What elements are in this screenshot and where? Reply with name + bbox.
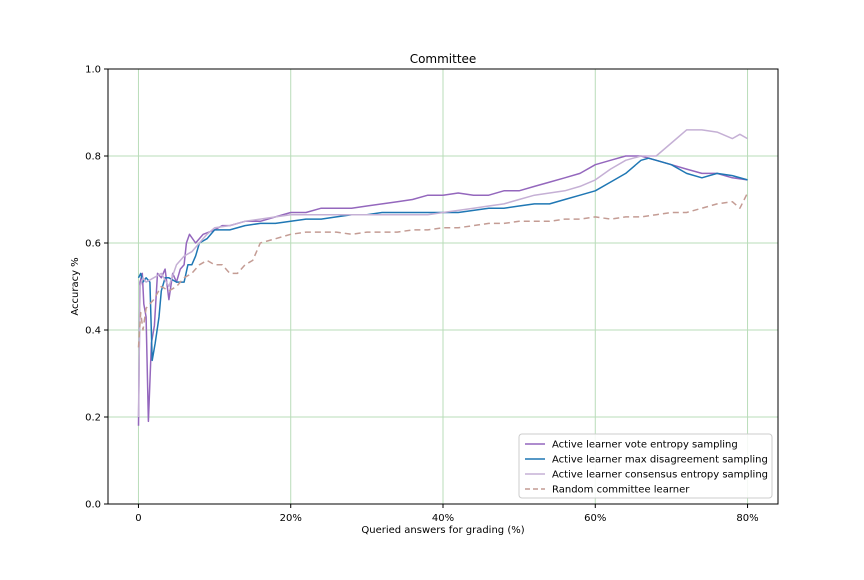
legend-label-3: Random committee learner [552, 485, 690, 496]
series-line-3 [137, 192, 749, 348]
y-tick-label: 1.0 [85, 65, 101, 76]
y-tick-label: 0.4 [85, 326, 101, 337]
y-axis-label: Accuracy % [70, 257, 81, 315]
series-layer [137, 129, 749, 426]
legend: Active learner vote entropy sampling Acti… [518, 433, 773, 499]
y-tick-label: 0.8 [85, 152, 101, 163]
legend-label-0: Active learner vote entropy sampling [552, 440, 738, 451]
x-axis-label: Queried answers for grading (%) [361, 525, 524, 536]
x-tick-label: 80% [736, 513, 758, 524]
y-tick-label: 0.6 [85, 239, 101, 250]
legend-label-1: Active learner max disagreement sampling [552, 455, 768, 466]
y-tick-label: 0.2 [85, 413, 101, 424]
x-tick-label: 40% [432, 513, 454, 524]
legend-label-2: Active learner consensus entropy samplin… [552, 470, 768, 481]
x-tick-label: 0 [135, 513, 141, 524]
ticks: 0 20% 40% 60% 80% 0.0 0.2 0.4 0.6 0.8 1.0 [85, 65, 759, 525]
chart-title: Committee [410, 52, 477, 66]
legend-box [518, 433, 773, 499]
x-tick-label: 60% [584, 513, 606, 524]
y-tick-label: 0.0 [85, 500, 101, 511]
x-tick-label: 20% [280, 513, 302, 524]
series-line-2 [137, 129, 748, 418]
